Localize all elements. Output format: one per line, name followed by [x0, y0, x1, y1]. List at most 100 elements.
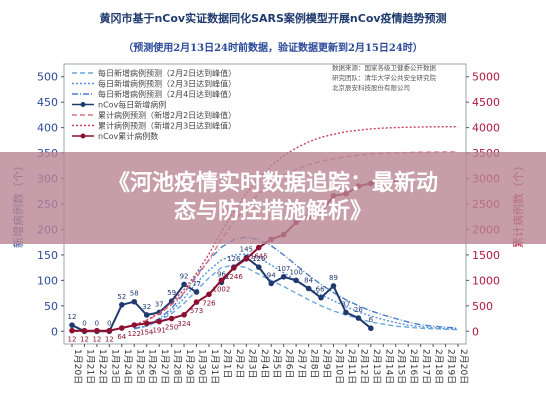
x-tick-label: 2月4日	[259, 349, 270, 378]
x-tick-label: 2月18日	[433, 349, 444, 384]
data-label: 107	[277, 265, 290, 273]
data-label: 573	[190, 307, 203, 315]
source-note: 北京辰安科技股份有限公司	[332, 83, 410, 92]
legend-label: 每日新增病例预测（2月3日达到峰值）	[98, 79, 236, 89]
data-label: 26	[354, 306, 363, 314]
data-label: 6	[369, 316, 374, 324]
data-label: 89	[329, 274, 338, 282]
y-left-tick-label: 400	[37, 122, 58, 135]
legend-label: 每日新增病例预测（2月4日达到峰值）	[98, 89, 236, 99]
x-tick-label: 1月20日	[72, 349, 83, 384]
chart-title: 黄冈市基于nCov实证数据同化SARS案例模型开展nCov疫情趋势预测	[99, 12, 447, 25]
x-tick-label: 1月21日	[84, 349, 95, 384]
data-point	[69, 327, 75, 334]
data-label: 0	[82, 319, 86, 327]
x-tick-label: 2月1日	[221, 349, 232, 378]
data-point	[206, 291, 212, 298]
y-left-tick-label: 100	[37, 274, 58, 287]
x-tick-label: 2月10日	[333, 349, 344, 384]
data-point	[156, 318, 162, 325]
series-line	[134, 253, 459, 330]
y-right-tick-label: 0	[472, 325, 479, 338]
x-tick-label: 2月9日	[321, 349, 332, 378]
data-point	[181, 281, 187, 288]
x-tick-label: 2月12日	[358, 349, 369, 384]
legend-marker	[80, 102, 86, 107]
data-point	[293, 277, 299, 284]
data-label: 100	[289, 268, 302, 276]
data-point	[243, 256, 250, 262]
data-label: 96	[217, 270, 226, 278]
legend-label: nCov每日新增病例	[98, 100, 166, 110]
data-label: 191	[152, 327, 165, 335]
data-label: 154	[140, 328, 154, 336]
data-point	[193, 289, 200, 295]
data-label: 32	[142, 303, 151, 311]
data-label: 726	[202, 299, 216, 307]
y-left-tick-label: 450	[37, 96, 58, 109]
data-label: 1002	[213, 285, 231, 293]
data-point	[255, 244, 262, 251]
x-tick-label: 1月29日	[184, 349, 195, 384]
data-label: 52	[117, 293, 126, 301]
x-tick-label: 1月30日	[197, 349, 208, 384]
data-label: 324	[177, 320, 191, 328]
data-point	[218, 277, 225, 284]
legend-label: 累计病例预测（新增2月3日达到峰值）	[98, 121, 236, 131]
x-tick-label: 1月26日	[147, 349, 158, 384]
legend-label: 累计病例预测（新增2月2日达到峰值）	[98, 110, 236, 120]
data-label: 94	[267, 271, 276, 279]
x-tick-label: 2月3日	[246, 349, 257, 378]
x-tick-label: 2月7日	[296, 349, 307, 378]
data-point	[81, 327, 88, 334]
data-label: 0	[107, 319, 111, 327]
data-label: 12	[92, 336, 101, 344]
data-point	[181, 311, 187, 318]
data-point	[355, 315, 362, 321]
data-point	[94, 327, 100, 334]
legend-label: 每日新增病例预测（2月2日达到峰值）	[98, 68, 236, 78]
y-left-tick-label: 150	[37, 249, 58, 262]
data-point	[119, 302, 125, 308]
headline-line-1: 《河池疫情实时数据追踪：最新动	[107, 171, 438, 196]
headline-line-2: 态与防控措施解析》	[173, 199, 372, 224]
data-label: 12	[80, 336, 89, 344]
data-label: 126	[227, 255, 241, 263]
y-right-tick-label: 5000	[472, 71, 500, 84]
x-tick-label: 2月5日	[271, 349, 282, 378]
data-point	[106, 327, 113, 334]
data-point	[193, 299, 200, 305]
y-right-tick-label: 4000	[472, 122, 500, 135]
data-label: 92	[180, 272, 189, 280]
data-label: 12	[68, 336, 77, 344]
data-point	[69, 322, 75, 328]
data-label: 84	[304, 277, 313, 285]
x-tick-label: 2月6日	[284, 349, 295, 378]
data-point	[143, 312, 150, 318]
data-label: 59	[167, 289, 176, 297]
x-tick-label: 2月13日	[371, 349, 382, 384]
x-tick-label: 2月14日	[383, 349, 394, 384]
data-label: 122	[128, 330, 141, 338]
data-label: 37	[155, 300, 164, 308]
chart-subtitle: （预测使用2月13日24时前数据，验证数据更新到2月15日24时）	[123, 43, 423, 54]
data-point	[305, 285, 312, 292]
source-note: 数据来源：国家各级卫健委公开数据	[332, 63, 437, 72]
data-label: 66'	[316, 286, 327, 294]
data-point	[231, 265, 237, 271]
y-right-tick-label: 500	[472, 300, 493, 313]
data-label: 58	[130, 290, 139, 298]
data-point	[268, 280, 275, 287]
data-label: 126	[252, 255, 266, 263]
data-point	[131, 322, 138, 328]
x-tick-label: 2月2日	[234, 349, 245, 378]
x-tick-label: 2月17日	[421, 349, 432, 384]
x-tick-label: 1月28日	[172, 349, 183, 384]
data-label: 12	[68, 313, 77, 321]
data-point	[280, 274, 287, 280]
data-label: 77	[192, 280, 201, 288]
headline-text[interactable]: 《河池疫情实时数据追踪：最新动 态与防控措施解析》	[0, 170, 546, 226]
headline-banner[interactable]: 《河池疫情实时数据追踪：最新动 态与防控措施解析》	[0, 152, 546, 244]
x-tick-label: 1月23日	[109, 349, 120, 384]
data-label: 250	[165, 324, 178, 332]
